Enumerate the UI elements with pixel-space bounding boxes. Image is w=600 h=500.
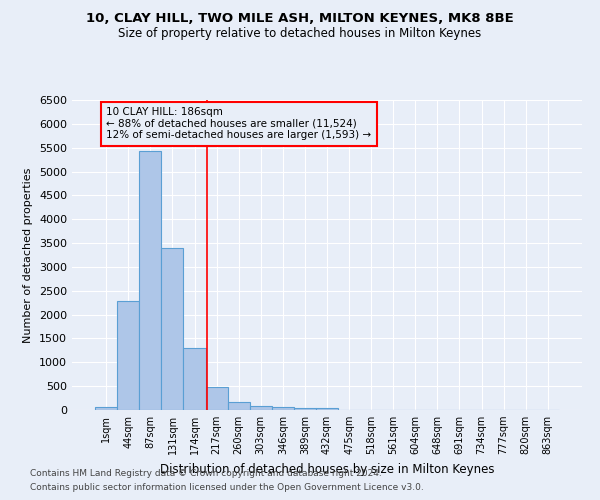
Bar (117, 302, 139, 410)
Text: 10 CLAY HILL: 186sqm
← 88% of detached houses are smaller (11,524)
12% of semi-d: 10 CLAY HILL: 186sqm ← 88% of detached h… (106, 107, 371, 140)
X-axis label: Distribution of detached houses by size in Milton Keynes: Distribution of detached houses by size … (160, 462, 494, 475)
Bar (227, 402, 250, 410)
Bar (250, 406, 272, 410)
Text: Contains public sector information licensed under the Open Government Licence v3: Contains public sector information licen… (30, 484, 424, 492)
Bar (294, 408, 316, 410)
Bar (139, 150, 161, 410)
Bar (316, 408, 338, 410)
Bar (206, 387, 227, 410)
Y-axis label: Number of detached properties: Number of detached properties (23, 168, 34, 342)
Text: 10, CLAY HILL, TWO MILE ASH, MILTON KEYNES, MK8 8BE: 10, CLAY HILL, TWO MILE ASH, MILTON KEYN… (86, 12, 514, 26)
Bar (184, 348, 206, 410)
Bar (161, 248, 184, 410)
Bar (95, 406, 117, 410)
Text: Size of property relative to detached houses in Milton Keynes: Size of property relative to detached ho… (118, 28, 482, 40)
Text: Contains HM Land Registry data © Crown copyright and database right 2024.: Contains HM Land Registry data © Crown c… (30, 468, 382, 477)
Bar (272, 407, 294, 410)
